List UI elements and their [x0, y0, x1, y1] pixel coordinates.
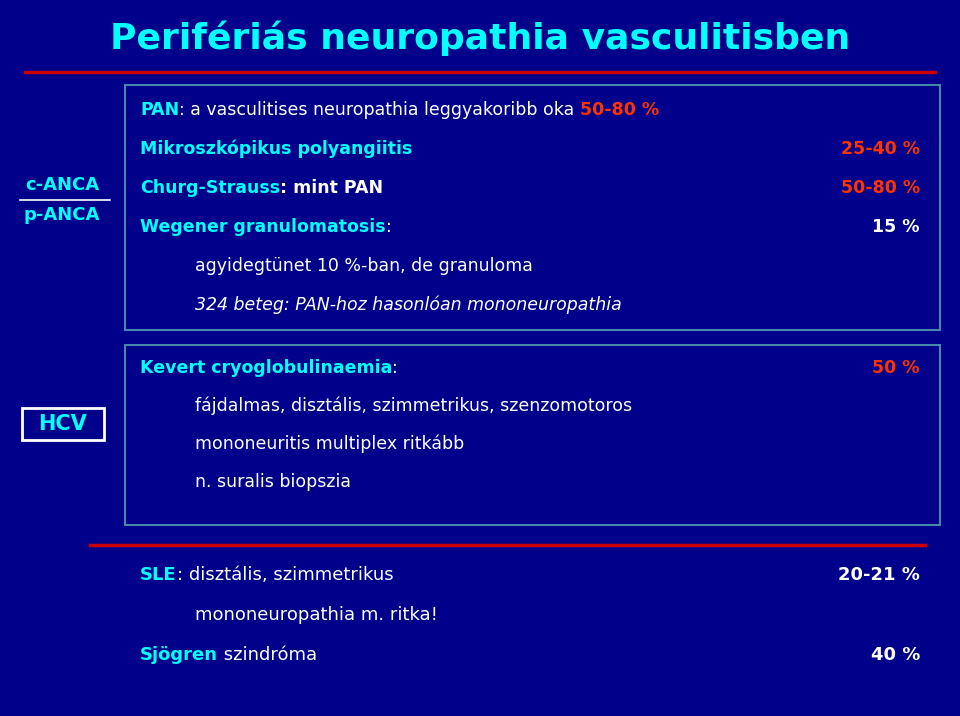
Text: mononeuropathia m. ritka!: mononeuropathia m. ritka! [195, 606, 438, 624]
Text: c-ANCA: c-ANCA [25, 176, 99, 194]
Text: mononeuritis multiplex ritkább: mononeuritis multiplex ritkább [195, 435, 465, 453]
Text: Perifériás neuropathia vasculitisben: Perifériás neuropathia vasculitisben [109, 20, 851, 56]
Text: :: : [393, 359, 398, 377]
Text: 25-40 %: 25-40 % [841, 140, 920, 158]
Text: 40 %: 40 % [871, 646, 920, 664]
Text: : disztális, szimmetrikus: : disztális, szimmetrikus [177, 566, 394, 584]
FancyBboxPatch shape [125, 345, 940, 525]
Text: Churg-Strauss: Churg-Strauss [140, 179, 280, 197]
Text: Sjögren: Sjögren [140, 646, 218, 664]
Text: : mint PAN: : mint PAN [280, 179, 383, 197]
Text: agyidegtünet 10 %-ban, de granuloma: agyidegtünet 10 %-ban, de granuloma [195, 257, 533, 275]
Text: HCV: HCV [38, 414, 87, 434]
FancyBboxPatch shape [125, 85, 940, 330]
Text: Kevert cryoglobulinaemia: Kevert cryoglobulinaemia [140, 359, 393, 377]
Text: 50 %: 50 % [873, 359, 920, 377]
Text: SLE: SLE [140, 566, 177, 584]
Text: 15 %: 15 % [873, 218, 920, 236]
Text: 50-80 %: 50-80 % [580, 101, 660, 119]
Text: p-ANCA: p-ANCA [24, 206, 100, 224]
Text: 20-21 %: 20-21 % [838, 566, 920, 584]
Text: szindróma: szindróma [218, 646, 317, 664]
Text: n. suralis biopszia: n. suralis biopszia [195, 473, 351, 491]
Text: : a vasculitises neuropathia leggyakoribb oka: : a vasculitises neuropathia leggyakorib… [180, 101, 580, 119]
Text: Wegener granulomatosis: Wegener granulomatosis [140, 218, 386, 236]
Text: Mikroszkópikus polyangiitis: Mikroszkópikus polyangiitis [140, 140, 413, 158]
Text: 50-80 %: 50-80 % [841, 179, 920, 197]
FancyBboxPatch shape [22, 408, 104, 440]
Text: PAN: PAN [140, 101, 180, 119]
Text: fájdalmas, disztális, szimmetrikus, szenzomotoros: fájdalmas, disztális, szimmetrikus, szen… [195, 397, 632, 415]
Text: 324 beteg: PAN-hoz hasonlóan mononeuropathia: 324 beteg: PAN-hoz hasonlóan mononeuropa… [195, 296, 622, 314]
Text: :: : [386, 218, 392, 236]
